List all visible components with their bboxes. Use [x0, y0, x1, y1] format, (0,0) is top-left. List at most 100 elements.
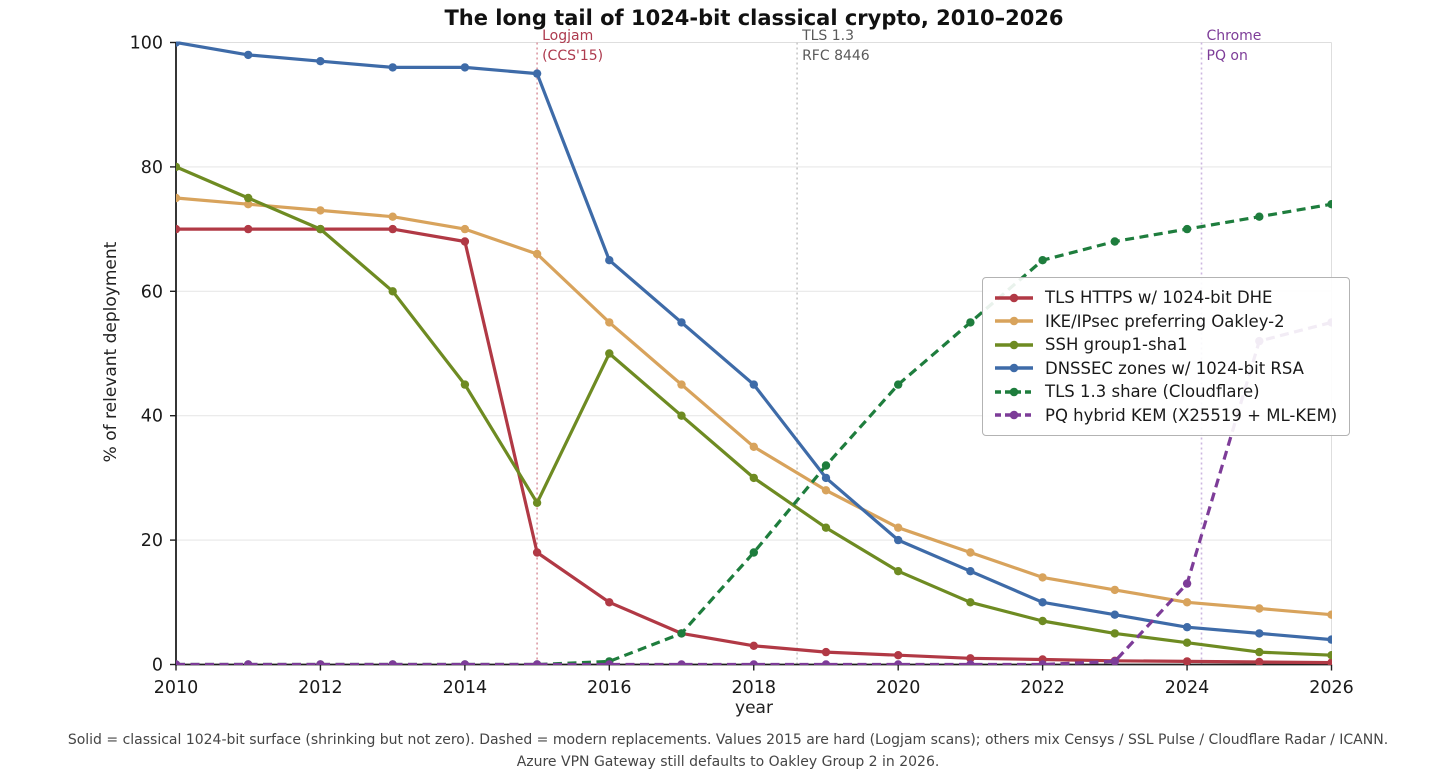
legend-item-tls-https-w-1024-bit-dhe: TLS HTTPS w/ 1024-bit DHE [993, 286, 1337, 310]
marker-ssh-group1-sha1-2019 [821, 523, 831, 532]
marker-dnssec-zones-w-1024-bit-rsa-2023 [1110, 610, 1120, 619]
annotation-text-line2: (CCS'15) [542, 48, 604, 64]
chart-title: The long tail of 1024-bit classical cryp… [444, 6, 1064, 30]
marker-ssh-group1-sha1-2018 [749, 473, 758, 483]
marker-tls-1-3-share-cloudflare-2017 [677, 629, 686, 638]
legend-swatch-tls-1-3-share-cloudflare [995, 387, 1033, 397]
marker-ssh-group1-sha1-2011 [244, 193, 253, 203]
annotation-text-chrome: Chrome PQ on [1207, 26, 1262, 66]
marker-dnssec-zones-w-1024-bit-rsa-2026 [1327, 635, 1332, 644]
marker-pq-hybrid-kem-x25519-ml-kem-2024 [1182, 579, 1192, 588]
footer-caption: Solid = classical 1024-bit surface (shri… [0, 729, 1456, 773]
legend-label: PQ hybrid KEM (X25519 + ML-KEM) [1045, 405, 1338, 425]
marker-dnssec-zones-w-1024-bit-rsa-2011 [244, 50, 253, 60]
marker-ssh-group1-sha1-2015 [532, 498, 542, 507]
marker-ssh-group1-sha1-2012 [316, 224, 325, 234]
marker-tls-https-w-1024-bit-dhe-2011 [244, 224, 253, 234]
y-axis-label: % of relevant deployment [101, 241, 121, 463]
marker-dnssec-zones-w-1024-bit-rsa-2019 [821, 473, 831, 483]
marker-ike-ipsec-preferring-oakley-2-2016 [605, 318, 614, 327]
marker-ssh-group1-sha1-2017 [677, 411, 686, 420]
marker-dnssec-zones-w-1024-bit-rsa-2025 [1255, 629, 1264, 638]
marker-dnssec-zones-w-1024-bit-rsa-2018 [749, 380, 758, 389]
annotation-text-line1: Logjam [542, 28, 594, 44]
legend-swatch-marker [1009, 387, 1019, 397]
marker-tls-https-w-1024-bit-dhe-2014 [460, 237, 470, 246]
marker-ssh-group1-sha1-2025 [1255, 647, 1264, 657]
marker-tls-https-w-1024-bit-dhe-2016 [605, 598, 614, 607]
x-tick-label-2016: 2016 [587, 678, 632, 698]
annotation-text-line2: RFC 8446 [802, 48, 870, 64]
marker-pq-hybrid-kem-x25519-ml-kem-2023 [1110, 657, 1119, 665]
marker-ike-ipsec-preferring-oakley-2-2019 [821, 486, 831, 495]
marker-dnssec-zones-w-1024-bit-rsa-2012 [316, 57, 325, 66]
x-tick-label-2018: 2018 [731, 678, 776, 698]
footer-line-1: Solid = classical 1024-bit surface (shri… [67, 732, 1389, 748]
marker-ike-ipsec-preferring-oakley-2-2011 [244, 200, 253, 209]
marker-pq-hybrid-kem-x25519-ml-kem-2021 [966, 660, 975, 665]
annotation-text-tls-1-3: TLS 1.3 RFC 8446 [802, 26, 870, 66]
marker-ike-ipsec-preferring-oakley-2-2022 [1038, 573, 1047, 582]
marker-dnssec-zones-w-1024-bit-rsa-2015 [532, 69, 542, 78]
marker-pq-hybrid-kem-x25519-ml-kem-2010 [176, 660, 181, 665]
y-tick-label-60: 60 [141, 282, 163, 302]
marker-pq-hybrid-kem-x25519-ml-kem-2016 [605, 660, 614, 665]
marker-ssh-group1-sha1-2020 [894, 567, 903, 576]
legend-label: SSH group1-sha1 [1045, 335, 1188, 355]
marker-dnssec-zones-w-1024-bit-rsa-2010 [176, 41, 181, 47]
marker-pq-hybrid-kem-x25519-ml-kem-2014 [460, 660, 470, 665]
marker-ike-ipsec-preferring-oakley-2-2010 [176, 193, 181, 203]
marker-tls-https-w-1024-bit-dhe-2020 [894, 651, 903, 660]
marker-tls-https-w-1024-bit-dhe-2025 [1255, 657, 1264, 665]
marker-tls-https-w-1024-bit-dhe-2013 [388, 224, 397, 234]
marker-tls-1-3-share-cloudflare-2021 [966, 318, 975, 327]
legend-swatch-tls-https-w-1024-bit-dhe [995, 293, 1033, 303]
legend-swatch-marker [1009, 363, 1019, 373]
marker-ike-ipsec-preferring-oakley-2-2018 [749, 442, 758, 451]
legend-item-pq-hybrid-kem-x25519-ml-kem: PQ hybrid KEM (X25519 + ML-KEM) [993, 404, 1337, 428]
marker-ssh-group1-sha1-2022 [1038, 616, 1047, 626]
x-tick-label-2014: 2014 [443, 678, 488, 698]
y-tick-label-100: 100 [130, 34, 163, 54]
marker-dnssec-zones-w-1024-bit-rsa-2017 [677, 318, 686, 327]
legend-label: TLS HTTPS w/ 1024-bit DHE [1045, 288, 1273, 308]
marker-ike-ipsec-preferring-oakley-2-2015 [532, 249, 542, 259]
annotation-text-logjam: Logjam (CCS'15) [542, 26, 603, 66]
marker-tls-https-w-1024-bit-dhe-2026 [1327, 658, 1332, 665]
marker-tls-1-3-share-cloudflare-2020 [894, 380, 903, 389]
marker-ssh-group1-sha1-2024 [1182, 638, 1192, 647]
x-tick-label-2020: 2020 [876, 678, 921, 698]
legend-item-ssh-group1-sha1: SSH group1-sha1 [993, 333, 1337, 357]
marker-ike-ipsec-preferring-oakley-2-2023 [1110, 585, 1120, 595]
marker-pq-hybrid-kem-x25519-ml-kem-2022 [1038, 660, 1047, 665]
marker-tls-1-3-share-cloudflare-2022 [1038, 256, 1047, 265]
y-tick-label-80: 80 [141, 158, 163, 178]
marker-tls-1-3-share-cloudflare-2026 [1327, 200, 1332, 209]
legend-swatch-marker [1009, 316, 1019, 326]
legend: TLS HTTPS w/ 1024-bit DHE IKE/IPsec prefe… [982, 277, 1351, 436]
legend-label: TLS 1.3 share (Cloudflare) [1045, 382, 1260, 402]
marker-pq-hybrid-kem-x25519-ml-kem-2017 [677, 660, 686, 665]
legend-swatch-marker [1009, 293, 1019, 303]
annotation-text-line1: TLS 1.3 [802, 28, 855, 44]
legend-item-tls-1-3-share-cloudflare: TLS 1.3 share (Cloudflare) [993, 380, 1337, 404]
legend-label: IKE/IPsec preferring Oakley-2 [1045, 311, 1285, 331]
marker-pq-hybrid-kem-x25519-ml-kem-2018 [749, 660, 758, 665]
marker-ike-ipsec-preferring-oakley-2-2026 [1327, 610, 1332, 619]
marker-ssh-group1-sha1-2013 [388, 287, 397, 296]
legend-swatch-dnssec-zones-w-1024-bit-rsa [995, 363, 1033, 373]
marker-ike-ipsec-preferring-oakley-2-2017 [677, 380, 686, 389]
y-tick-label-20: 20 [141, 531, 163, 551]
marker-ike-ipsec-preferring-oakley-2-2024 [1182, 598, 1192, 607]
marker-ssh-group1-sha1-2014 [460, 380, 470, 389]
marker-dnssec-zones-w-1024-bit-rsa-2024 [1182, 623, 1192, 632]
annotation-text-line1: Chrome [1206, 28, 1262, 44]
marker-dnssec-zones-w-1024-bit-rsa-2022 [1038, 598, 1047, 607]
legend-item-dnssec-zones-w-1024-bit-rsa: DNSSEC zones w/ 1024-bit RSA [993, 357, 1337, 381]
marker-tls-https-w-1024-bit-dhe-2021 [966, 654, 975, 663]
marker-tls-https-w-1024-bit-dhe-2024 [1182, 657, 1192, 665]
marker-dnssec-zones-w-1024-bit-rsa-2014 [460, 63, 470, 72]
marker-ike-ipsec-preferring-oakley-2-2014 [460, 224, 470, 234]
marker-tls-https-w-1024-bit-dhe-2019 [821, 647, 831, 657]
marker-pq-hybrid-kem-x25519-ml-kem-2012 [316, 660, 325, 665]
